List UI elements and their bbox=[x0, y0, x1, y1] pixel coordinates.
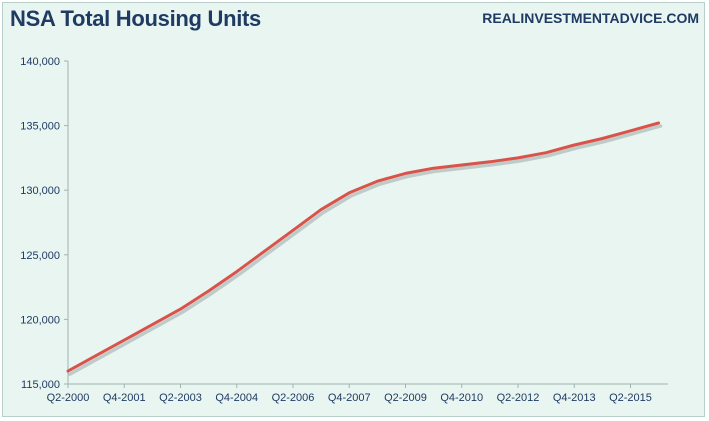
data-point bbox=[179, 307, 182, 311]
data-point bbox=[573, 143, 576, 147]
data-point bbox=[629, 129, 632, 132]
series-line bbox=[66, 121, 661, 373]
x-tick-label: Q2-2000 bbox=[47, 392, 90, 404]
x-tick-label: Q2-2003 bbox=[159, 392, 202, 404]
data-point bbox=[235, 270, 238, 273]
x-tick-label: Q2-2015 bbox=[609, 392, 652, 404]
x-tick-label: Q2-2012 bbox=[497, 392, 540, 404]
x-tick-label: Q4-2001 bbox=[103, 392, 146, 404]
data-point bbox=[291, 229, 295, 232]
data-point bbox=[94, 354, 98, 357]
data-point bbox=[66, 369, 70, 373]
y-tick-label: 125,000 bbox=[20, 250, 60, 262]
chart-title: NSA Total Housing Units bbox=[10, 6, 261, 31]
data-point bbox=[207, 289, 210, 293]
x-tick-label: Q4-2004 bbox=[215, 392, 258, 404]
y-tick-label: 130,000 bbox=[20, 185, 60, 197]
y-axis: 115,000 120,000 125,000 130,000 135,000 140,0… bbox=[20, 56, 69, 391]
y-tick-label: 115,000 bbox=[21, 379, 60, 391]
data-point bbox=[657, 121, 660, 125]
data-point bbox=[376, 179, 379, 183]
data-point bbox=[151, 323, 154, 326]
data-point bbox=[460, 163, 463, 167]
data-point bbox=[263, 249, 267, 253]
y-tick-label: 120,000 bbox=[20, 314, 60, 326]
x-tick-label: Q4-2013 bbox=[553, 392, 596, 404]
x-tick-label: Q4-2010 bbox=[440, 392, 483, 404]
x-tick-label: Q2-2006 bbox=[272, 392, 315, 404]
source-label: REALINVESTMENTADVICE.COM bbox=[482, 10, 699, 26]
data-point bbox=[404, 172, 407, 175]
x-axis: Q2-2000 Q4-2001 Q2-2003 Q4-2004 Q2-2006 Q4-20… bbox=[47, 383, 668, 404]
y-tick-label: 140,000 bbox=[20, 56, 60, 68]
data-point bbox=[544, 151, 548, 154]
data-point bbox=[488, 160, 492, 163]
data-point bbox=[516, 156, 520, 160]
y-tick-label: 135,000 bbox=[20, 121, 60, 133]
data-point bbox=[319, 208, 323, 211]
data-point bbox=[432, 167, 435, 170]
x-tick-label: Q4-2007 bbox=[328, 392, 371, 404]
data-point bbox=[348, 191, 351, 194]
series-group bbox=[66, 121, 663, 376]
data-point bbox=[601, 137, 604, 140]
data-point bbox=[123, 338, 126, 342]
series-line-shadow bbox=[68, 124, 663, 376]
x-tick-label: Q2-2009 bbox=[384, 392, 427, 404]
